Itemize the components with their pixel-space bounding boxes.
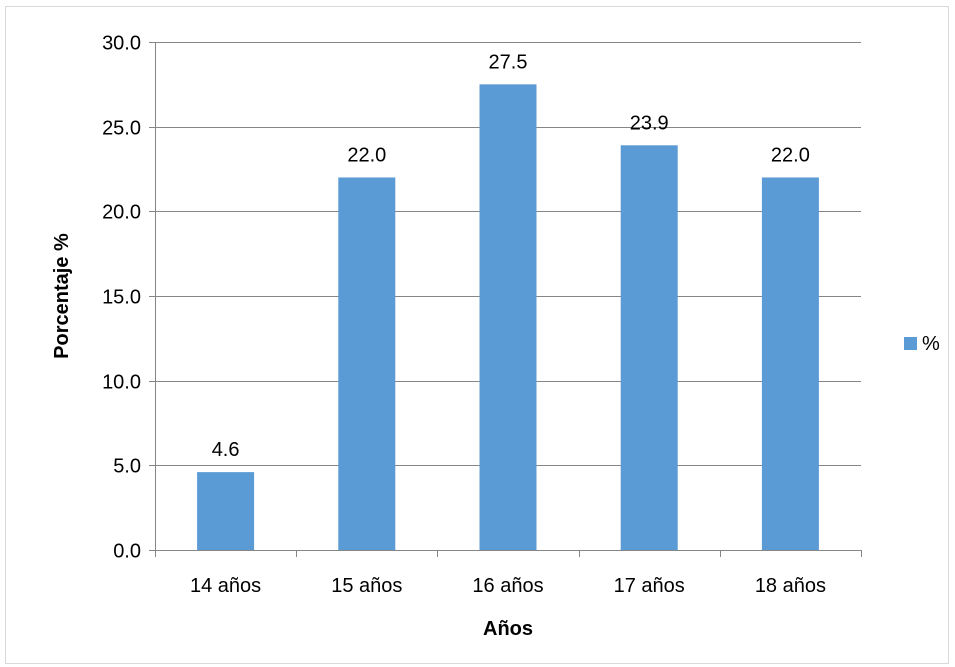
bar: [338, 177, 396, 550]
y-axis-title: Porcentaje %: [51, 233, 73, 359]
y-tick-label: 10.0: [102, 372, 141, 394]
data-label: 23.9: [630, 112, 669, 134]
y-tick-labels: 0.0 5.0 10.0 15.0 20.0 25.0 30.0: [102, 33, 141, 563]
y-tick-label: 15.0: [102, 287, 141, 309]
legend: %: [904, 333, 940, 355]
y-tick-label: 0.0: [113, 541, 141, 563]
legend-swatch: [904, 337, 917, 350]
data-label: 22.0: [771, 144, 810, 166]
bars: [197, 84, 819, 550]
y-tick-label: 20.0: [102, 202, 141, 224]
x-tick-label: 15 años: [331, 575, 402, 597]
y-tick-label: 25.0: [102, 118, 141, 140]
x-tick-label: 17 años: [614, 575, 685, 597]
data-label: 27.5: [489, 51, 528, 73]
legend-label: %: [922, 333, 940, 355]
data-labels: 4.6 22.0 27.5 23.9 22.0: [212, 51, 810, 461]
x-axis-title: Años: [483, 618, 533, 640]
axes: [149, 42, 862, 557]
y-tick-label: 30.0: [102, 33, 141, 55]
bar: [479, 84, 537, 550]
data-label: 22.0: [347, 144, 386, 166]
bar: [197, 472, 255, 550]
bar: [761, 177, 819, 550]
x-tick-labels: 14 años 15 años 16 años 17 años 18 años: [190, 575, 826, 597]
bar: [620, 145, 678, 550]
x-tick-label: 16 años: [472, 575, 543, 597]
y-tick-label: 5.0: [113, 456, 141, 478]
x-tick-label: 18 años: [755, 575, 826, 597]
data-label: 4.6: [212, 439, 240, 461]
x-tick-label: 14 años: [190, 575, 261, 597]
